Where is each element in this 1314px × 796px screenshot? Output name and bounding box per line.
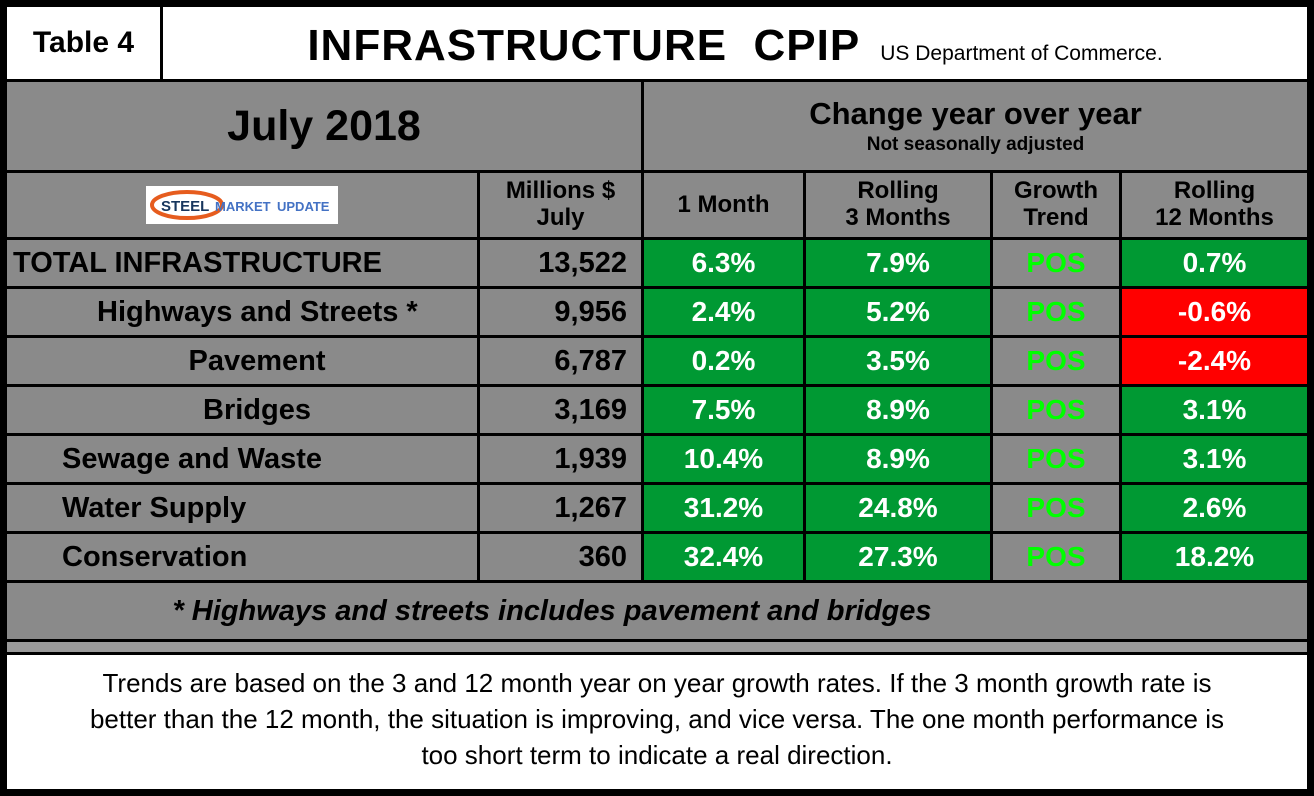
rolling-3m-value: 3.5%	[806, 338, 990, 384]
growth-trend-value: POS	[993, 338, 1119, 384]
table-row: Water Supply 1,267 31.2% 24.8% POS 2.6%	[7, 485, 1307, 531]
table-row: TOTAL INFRASTRUCTURE 13,522 6.3% 7.9% PO…	[7, 240, 1307, 286]
col-header-rolling-3-months: Rolling 3 Months	[806, 173, 990, 237]
row-label: Sewage and Waste	[7, 436, 477, 482]
one-month-value: 2.4%	[644, 289, 803, 335]
growth-trend-value: POS	[993, 436, 1119, 482]
rolling-3m-value: 8.9%	[806, 436, 990, 482]
period-label: July 2018	[7, 82, 641, 170]
logo-market-text: MARKET	[215, 199, 271, 214]
footnote-text: * Highways and streets includes pavement…	[7, 583, 1307, 639]
row-label: Bridges	[7, 387, 477, 433]
row-label: TOTAL INFRASTRUCTURE	[7, 240, 477, 286]
steel-market-update-logo: STEEL MARKET UPDATE	[146, 186, 338, 224]
table-row: Pavement 6,787 0.2% 3.5% POS -2.4%	[7, 338, 1307, 384]
one-month-value: 32.4%	[644, 534, 803, 580]
millions-value: 9,956	[480, 289, 641, 335]
row-label: Conservation	[7, 534, 477, 580]
one-month-value: 7.5%	[644, 387, 803, 433]
change-header-cell: Change year over year Not seasonally adj…	[644, 82, 1307, 170]
change-title: Change year over year	[809, 96, 1142, 132]
table-row: Highways and Streets * 9,956 2.4% 5.2% P…	[7, 289, 1307, 335]
footnote-row: * Highways and streets includes pavement…	[7, 583, 1307, 639]
growth-trend-value: POS	[993, 387, 1119, 433]
logo-cell: STEEL MARKET UPDATE	[7, 173, 477, 237]
table-row: Conservation 360 32.4% 27.3% POS 18.2%	[7, 534, 1307, 580]
col-header-growth-trend: Growth Trend	[993, 173, 1119, 237]
col-header-trend-line2: Trend	[1023, 204, 1089, 231]
subheader-row: July 2018 Change year over year Not seas…	[7, 82, 1307, 170]
one-month-value: 31.2%	[644, 485, 803, 531]
rolling-12m-value: 3.1%	[1122, 436, 1307, 482]
millions-value: 13,522	[480, 240, 641, 286]
rolling-12m-value: 18.2%	[1122, 534, 1307, 580]
rolling-12m-value: 0.7%	[1122, 240, 1307, 286]
row-label: Highways and Streets *	[7, 289, 477, 335]
rolling-12m-value: 3.1%	[1122, 387, 1307, 433]
rolling-3m-value: 5.2%	[806, 289, 990, 335]
table-row: Bridges 3,169 7.5% 8.9% POS 3.1%	[7, 387, 1307, 433]
col-header-millions: Millions $ July	[480, 173, 641, 237]
rolling-12m-value: 2.6%	[1122, 485, 1307, 531]
column-header-row: STEEL MARKET UPDATE Millions $ July 1 Mo…	[7, 173, 1307, 237]
change-subtitle: Not seasonally adjusted	[866, 133, 1085, 155]
growth-trend-value: POS	[993, 485, 1119, 531]
rolling-12m-value: -0.6%	[1122, 289, 1307, 335]
logo-steel-text: STEEL	[161, 198, 209, 215]
logo-update-text: UPDATE	[277, 199, 330, 214]
title-cell: INFRASTRUCTURE CPIP US Department of Com…	[163, 7, 1307, 79]
trend-note-line1: Trends are based on the 3 and 12 month y…	[102, 668, 1212, 698]
col-header-rolling3-line1: Rolling	[857, 177, 939, 205]
growth-trend-value: POS	[993, 534, 1119, 580]
trend-note-line2: better than the 12 month, the situation …	[89, 704, 1225, 734]
col-header-rolling12-line1: Rolling	[1173, 177, 1256, 205]
one-month-value: 0.2%	[644, 338, 803, 384]
col-header-rolling12-line2: 12 Months	[1155, 204, 1274, 231]
col-header-millions-line2: July	[536, 204, 585, 231]
millions-value: 360	[480, 534, 641, 580]
growth-trend-value: POS	[993, 240, 1119, 286]
title-row: Table 4 INFRASTRUCTURE CPIP US Departmen…	[7, 7, 1307, 79]
logo-graphic: STEEL MARKET UPDATE	[150, 190, 330, 220]
trend-note: Trends are based on the 3 and 12 month y…	[7, 655, 1307, 789]
trend-note-line3: too short term to indicate a real direct…	[421, 740, 893, 770]
col-header-trend-line1: Growth	[1014, 177, 1098, 205]
col-header-1-month: 1 Month	[644, 173, 803, 237]
millions-value: 3,169	[480, 387, 641, 433]
col-header-1-month-label: 1 Month	[677, 190, 770, 218]
logo-swoosh-icon	[150, 190, 224, 220]
page-title: INFRASTRUCTURE CPIP	[307, 21, 861, 70]
row-label: Pavement	[7, 338, 477, 384]
millions-value: 1,267	[480, 485, 641, 531]
growth-trend-value: POS	[993, 289, 1119, 335]
rolling-3m-value: 7.9%	[806, 240, 990, 286]
one-month-value: 10.4%	[644, 436, 803, 482]
rolling-12m-value: -2.4%	[1122, 338, 1307, 384]
rolling-3m-value: 8.9%	[806, 387, 990, 433]
table-number-label: Table 4	[7, 7, 160, 79]
divider-strip	[7, 642, 1307, 652]
row-label: Water Supply	[7, 485, 477, 531]
millions-value: 6,787	[480, 338, 641, 384]
one-month-value: 6.3%	[644, 240, 803, 286]
millions-value: 1,939	[480, 436, 641, 482]
rolling-3m-value: 27.3%	[806, 534, 990, 580]
data-source-label: US Department of Commerce.	[880, 42, 1163, 65]
table-row: Sewage and Waste 1,939 10.4% 8.9% POS 3.…	[7, 436, 1307, 482]
col-header-rolling3-line2: 3 Months	[845, 204, 951, 231]
col-header-millions-line1: Millions $	[505, 177, 616, 205]
rolling-3m-value: 24.8%	[806, 485, 990, 531]
col-header-rolling-12-months: Rolling 12 Months	[1122, 173, 1307, 237]
divider-strip-fill	[7, 642, 1307, 652]
note-row: Trends are based on the 3 and 12 month y…	[7, 655, 1307, 789]
